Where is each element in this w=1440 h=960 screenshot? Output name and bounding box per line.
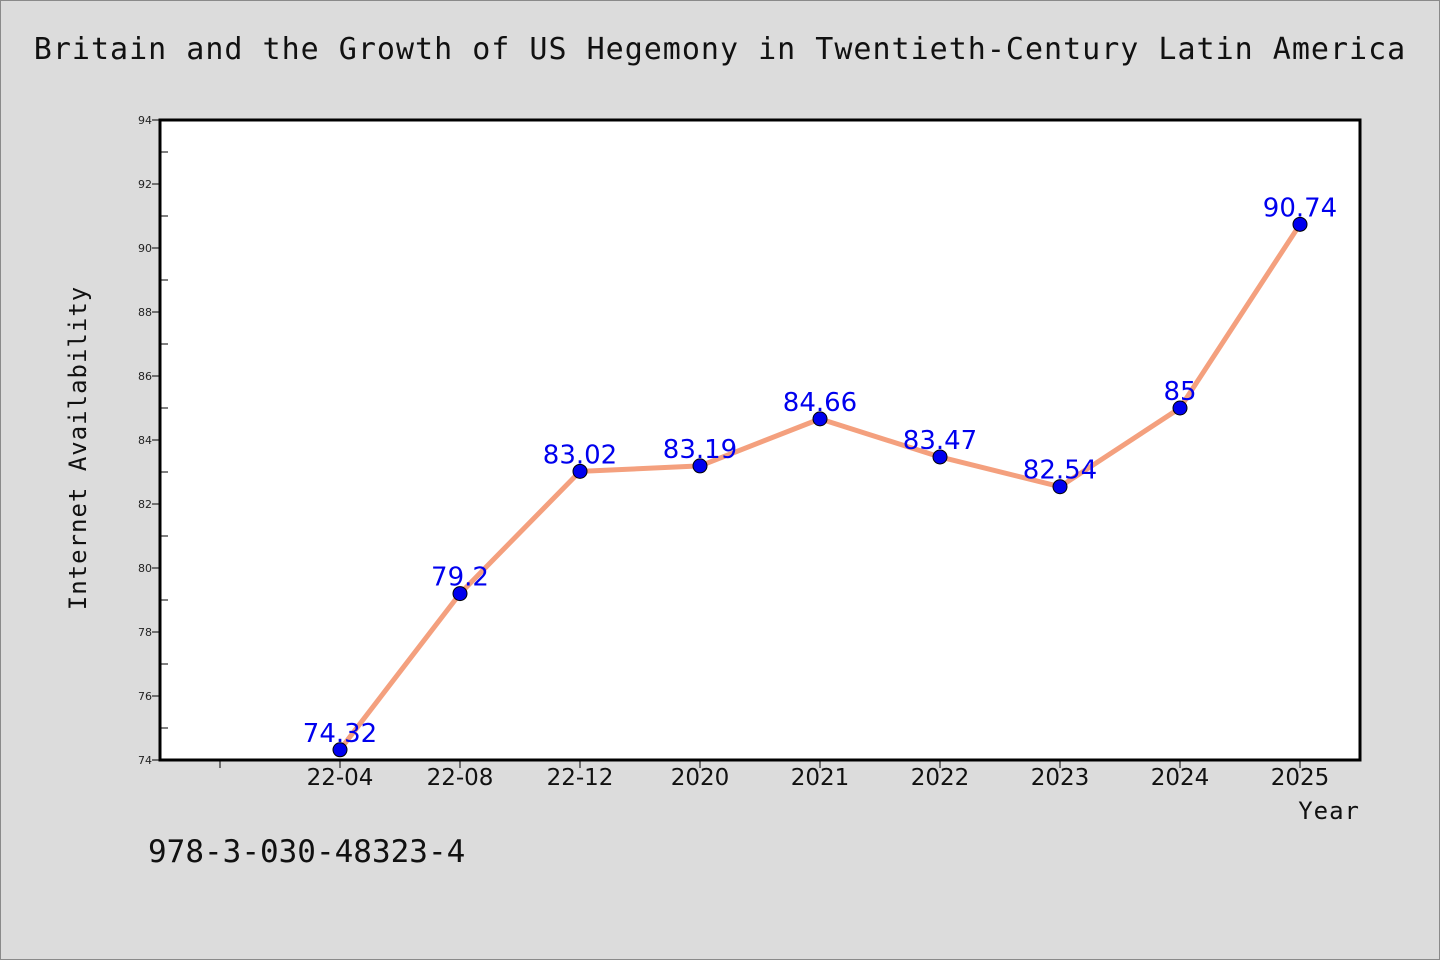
data-point (932, 449, 948, 465)
data-point (692, 458, 708, 474)
x-tick-label: 22-12 (547, 765, 614, 791)
y-axis-label: Internet Availability (64, 286, 92, 610)
data-label: 85 (1163, 377, 1196, 407)
y-tick-label: 94 (138, 114, 152, 127)
x-tick-label: 2025 (1271, 765, 1330, 791)
data-label: 83.19 (663, 435, 737, 465)
x-tick-label: 2021 (791, 765, 850, 791)
x-tick-label: 22-04 (307, 765, 374, 791)
y-axis: 74 76 78 80 82 84 86 88 90 92 94 (138, 114, 168, 767)
y-tick-label: 80 (138, 562, 152, 575)
x-tick-label: 2024 (1151, 765, 1210, 791)
x-axis: 22-04 22-08 22-12 2020 2021 2022 2023 2024 2025 (219, 760, 1330, 791)
y-tick-label: 84 (138, 434, 152, 447)
data-label: 74.32 (303, 719, 377, 749)
y-tick-label: 90 (138, 242, 152, 255)
x-tick-label: 2022 (911, 765, 970, 791)
data-label: 83.47 (903, 426, 977, 456)
data-point (1172, 400, 1188, 416)
data-point (1052, 479, 1068, 495)
data-label: 84.66 (783, 388, 857, 418)
chart-title: Britain and the Growth of US Hegemony in… (33, 32, 1407, 67)
data-point (572, 463, 588, 479)
y-tick-label: 88 (138, 306, 152, 319)
isbn-text: 978-3-030-48323-4 (148, 834, 466, 870)
series-group: 74.32 79.2 83.02 83.19 84.66 83.47 82.54 85 90.7… (303, 193, 1337, 758)
data-label: 79.2 (431, 563, 489, 593)
x-tick-label: 2023 (1031, 765, 1090, 791)
data-point (452, 586, 468, 602)
x-axis-label: Year (1298, 797, 1360, 825)
data-label: 90.74 (1263, 193, 1337, 223)
y-tick-label: 74 (138, 754, 152, 767)
y-tick-label: 76 (138, 690, 152, 703)
y-tick-label: 82 (138, 498, 152, 511)
x-tick-label: 22-08 (427, 765, 494, 791)
data-label: 83.02 (543, 440, 617, 470)
x-tick-label: 2020 (671, 765, 730, 791)
y-tick-label: 78 (138, 626, 152, 639)
y-tick-label: 92 (138, 178, 152, 191)
data-point (1292, 216, 1308, 232)
y-tick-label: 86 (138, 370, 152, 383)
data-point (812, 411, 828, 427)
data-label: 82.54 (1023, 456, 1097, 486)
data-point (332, 742, 348, 758)
